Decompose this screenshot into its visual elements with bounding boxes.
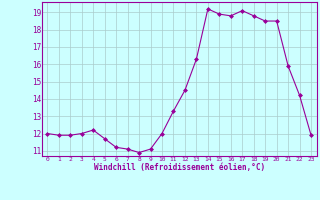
X-axis label: Windchill (Refroidissement éolien,°C): Windchill (Refroidissement éolien,°C) [94, 163, 265, 172]
